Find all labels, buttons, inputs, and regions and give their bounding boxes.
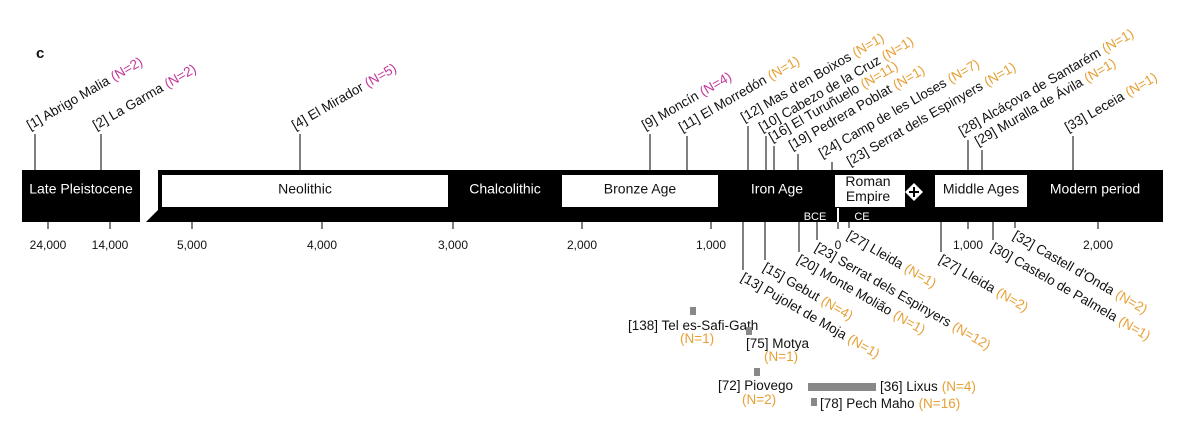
- tick-label: 1,000: [953, 238, 983, 252]
- sample-count: (N=12): [950, 319, 994, 353]
- era-label: CE: [854, 211, 869, 223]
- tick-label: 3,000: [438, 238, 468, 252]
- site-name: [36] Lixus: [880, 379, 938, 394]
- sample-count: (N=1): [845, 331, 882, 361]
- site-name: [4] El Mirador: [289, 79, 366, 132]
- site-label: [1] Abrigo Malia(N=2): [24, 54, 145, 133]
- site-label: [78] Pech Maho (N=16): [820, 396, 960, 411]
- sample-count: (N=1): [1099, 26, 1136, 56]
- period-label: Middle Ages: [943, 181, 1019, 197]
- sample-count: (N=1): [879, 33, 916, 63]
- pleistocene-bar: [22, 170, 140, 222]
- tick-label: 24,000: [30, 238, 67, 252]
- site-label: [4] El Mirador(N=5): [289, 60, 399, 132]
- occupation-bar: [811, 398, 817, 406]
- period-label: Neolithic: [278, 181, 332, 197]
- sample-count: (N=4): [942, 379, 976, 394]
- period-label: Bronze Age: [604, 181, 677, 197]
- period-box: [562, 175, 718, 207]
- site-name: [138] Tel es-Safi-Gath: [628, 318, 758, 333]
- sample-count: (N=1): [680, 331, 714, 346]
- period-label: Iron Age: [751, 181, 803, 197]
- occupation-bar: [808, 383, 876, 391]
- occupation-bar: [754, 368, 760, 376]
- site-name: [27] Lleida: [937, 252, 999, 296]
- sample-count: (N=1): [1123, 70, 1160, 100]
- sample-count: (N=2): [162, 61, 199, 91]
- sample-count: (N=1): [981, 59, 1018, 89]
- occupation-bar: [746, 327, 752, 335]
- site-name: [78] Pech Maho: [820, 396, 915, 411]
- site-name: [75] Motya: [746, 336, 810, 351]
- tick-label: 1,000: [696, 238, 726, 252]
- tick-label: 2,000: [1083, 238, 1113, 252]
- occupation-bar: [690, 307, 696, 315]
- tick-label: 5,000: [177, 238, 207, 252]
- sample-count: (N=1): [764, 349, 798, 364]
- period-box: [935, 175, 1027, 207]
- sample-count: (N=2): [108, 54, 145, 84]
- period-label: Roman: [845, 173, 890, 189]
- period-label: Late Pleistocene: [29, 181, 133, 197]
- site-label: [36] Lixus (N=4): [880, 379, 976, 394]
- sample-count: (N=1): [902, 261, 939, 291]
- tick-label: 4,000: [307, 238, 337, 252]
- sample-count: (N=16): [919, 396, 961, 411]
- era-label: BCE: [804, 211, 827, 223]
- period-label: Chalcolithic: [469, 181, 541, 197]
- tick-label: 14,000: [92, 238, 129, 252]
- tick-label: 0: [835, 238, 842, 252]
- sample-count: (N=2): [994, 285, 1031, 315]
- sample-count: (N=5): [362, 60, 399, 90]
- period-label: Empire: [846, 188, 891, 204]
- sample-count: (N=2): [742, 392, 776, 407]
- site-label: [28] Alcáçova de Santarém(N=1): [956, 26, 1136, 139]
- cross-icon: [905, 183, 923, 201]
- period-box: [835, 175, 905, 207]
- panel-label: c: [36, 45, 44, 62]
- site-name: [72] Piovego: [718, 378, 793, 393]
- period-label: Modern period: [1050, 181, 1140, 197]
- site-label: [2] La Garma(N=2): [90, 61, 199, 132]
- period-box: [162, 175, 448, 207]
- sample-count: (N=1): [1116, 313, 1153, 343]
- tick-label: 2,000: [567, 238, 597, 252]
